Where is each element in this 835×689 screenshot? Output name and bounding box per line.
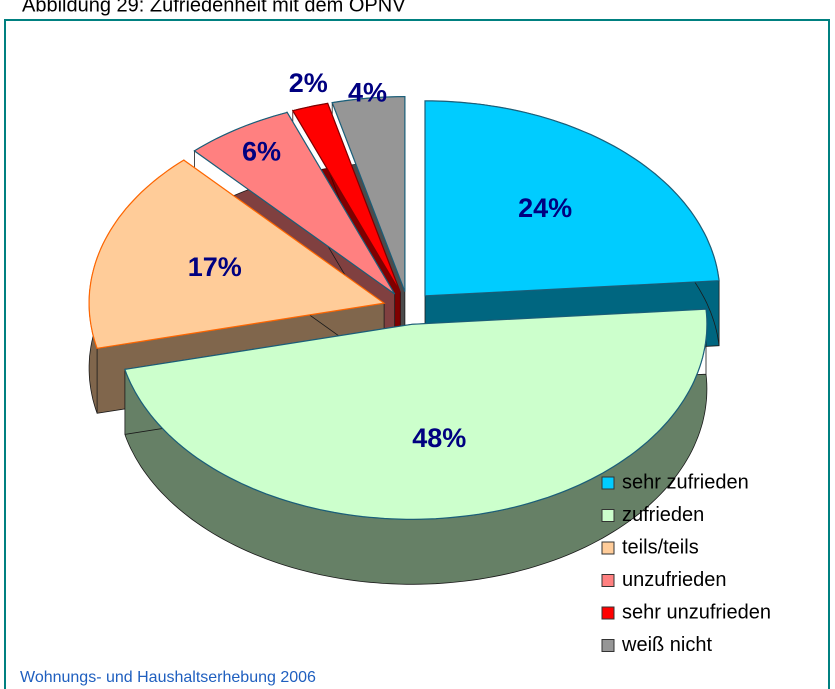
slice: [193, 111, 396, 295]
legend-label: zufrieden: [622, 504, 704, 526]
data-label: 48%: [412, 423, 466, 453]
slice: [88, 159, 386, 349]
source: Wohnungs- und Haushaltserhebung 2006: [20, 669, 316, 686]
legend-swatch: [601, 476, 615, 490]
data-label: 2%: [289, 68, 328, 98]
pie: 24% 48% 17% 6% 2% 4%: [88, 68, 720, 585]
legend-swatch: [601, 574, 615, 587]
data-label: 17%: [188, 252, 242, 282]
legend-label: teils/teils: [622, 536, 699, 558]
slice: [331, 95, 406, 292]
legend-label: unzufrieden: [622, 569, 727, 591]
legend-label: weiß nicht: [621, 634, 712, 656]
slice: [424, 100, 720, 297]
data-label: 4%: [348, 77, 387, 107]
chart-title: Abbildung 29: Zufriedenheit mit dem ÖPNV: [22, 0, 406, 16]
data-label: 24%: [518, 193, 572, 223]
legend-swatch: [601, 509, 615, 522]
slice: [124, 308, 708, 520]
legend: sehr zufrieden zufrieden teils/teils unzufr…: [601, 471, 771, 656]
slice: [291, 102, 401, 293]
legend-label: sehr zufrieden: [622, 471, 749, 493]
legend-swatch: [601, 606, 615, 620]
legend-label: sehr unzufrieden: [622, 601, 771, 623]
legend-swatch: [601, 639, 615, 652]
data-label: 6%: [242, 137, 281, 167]
legend-swatch: [601, 541, 615, 555]
